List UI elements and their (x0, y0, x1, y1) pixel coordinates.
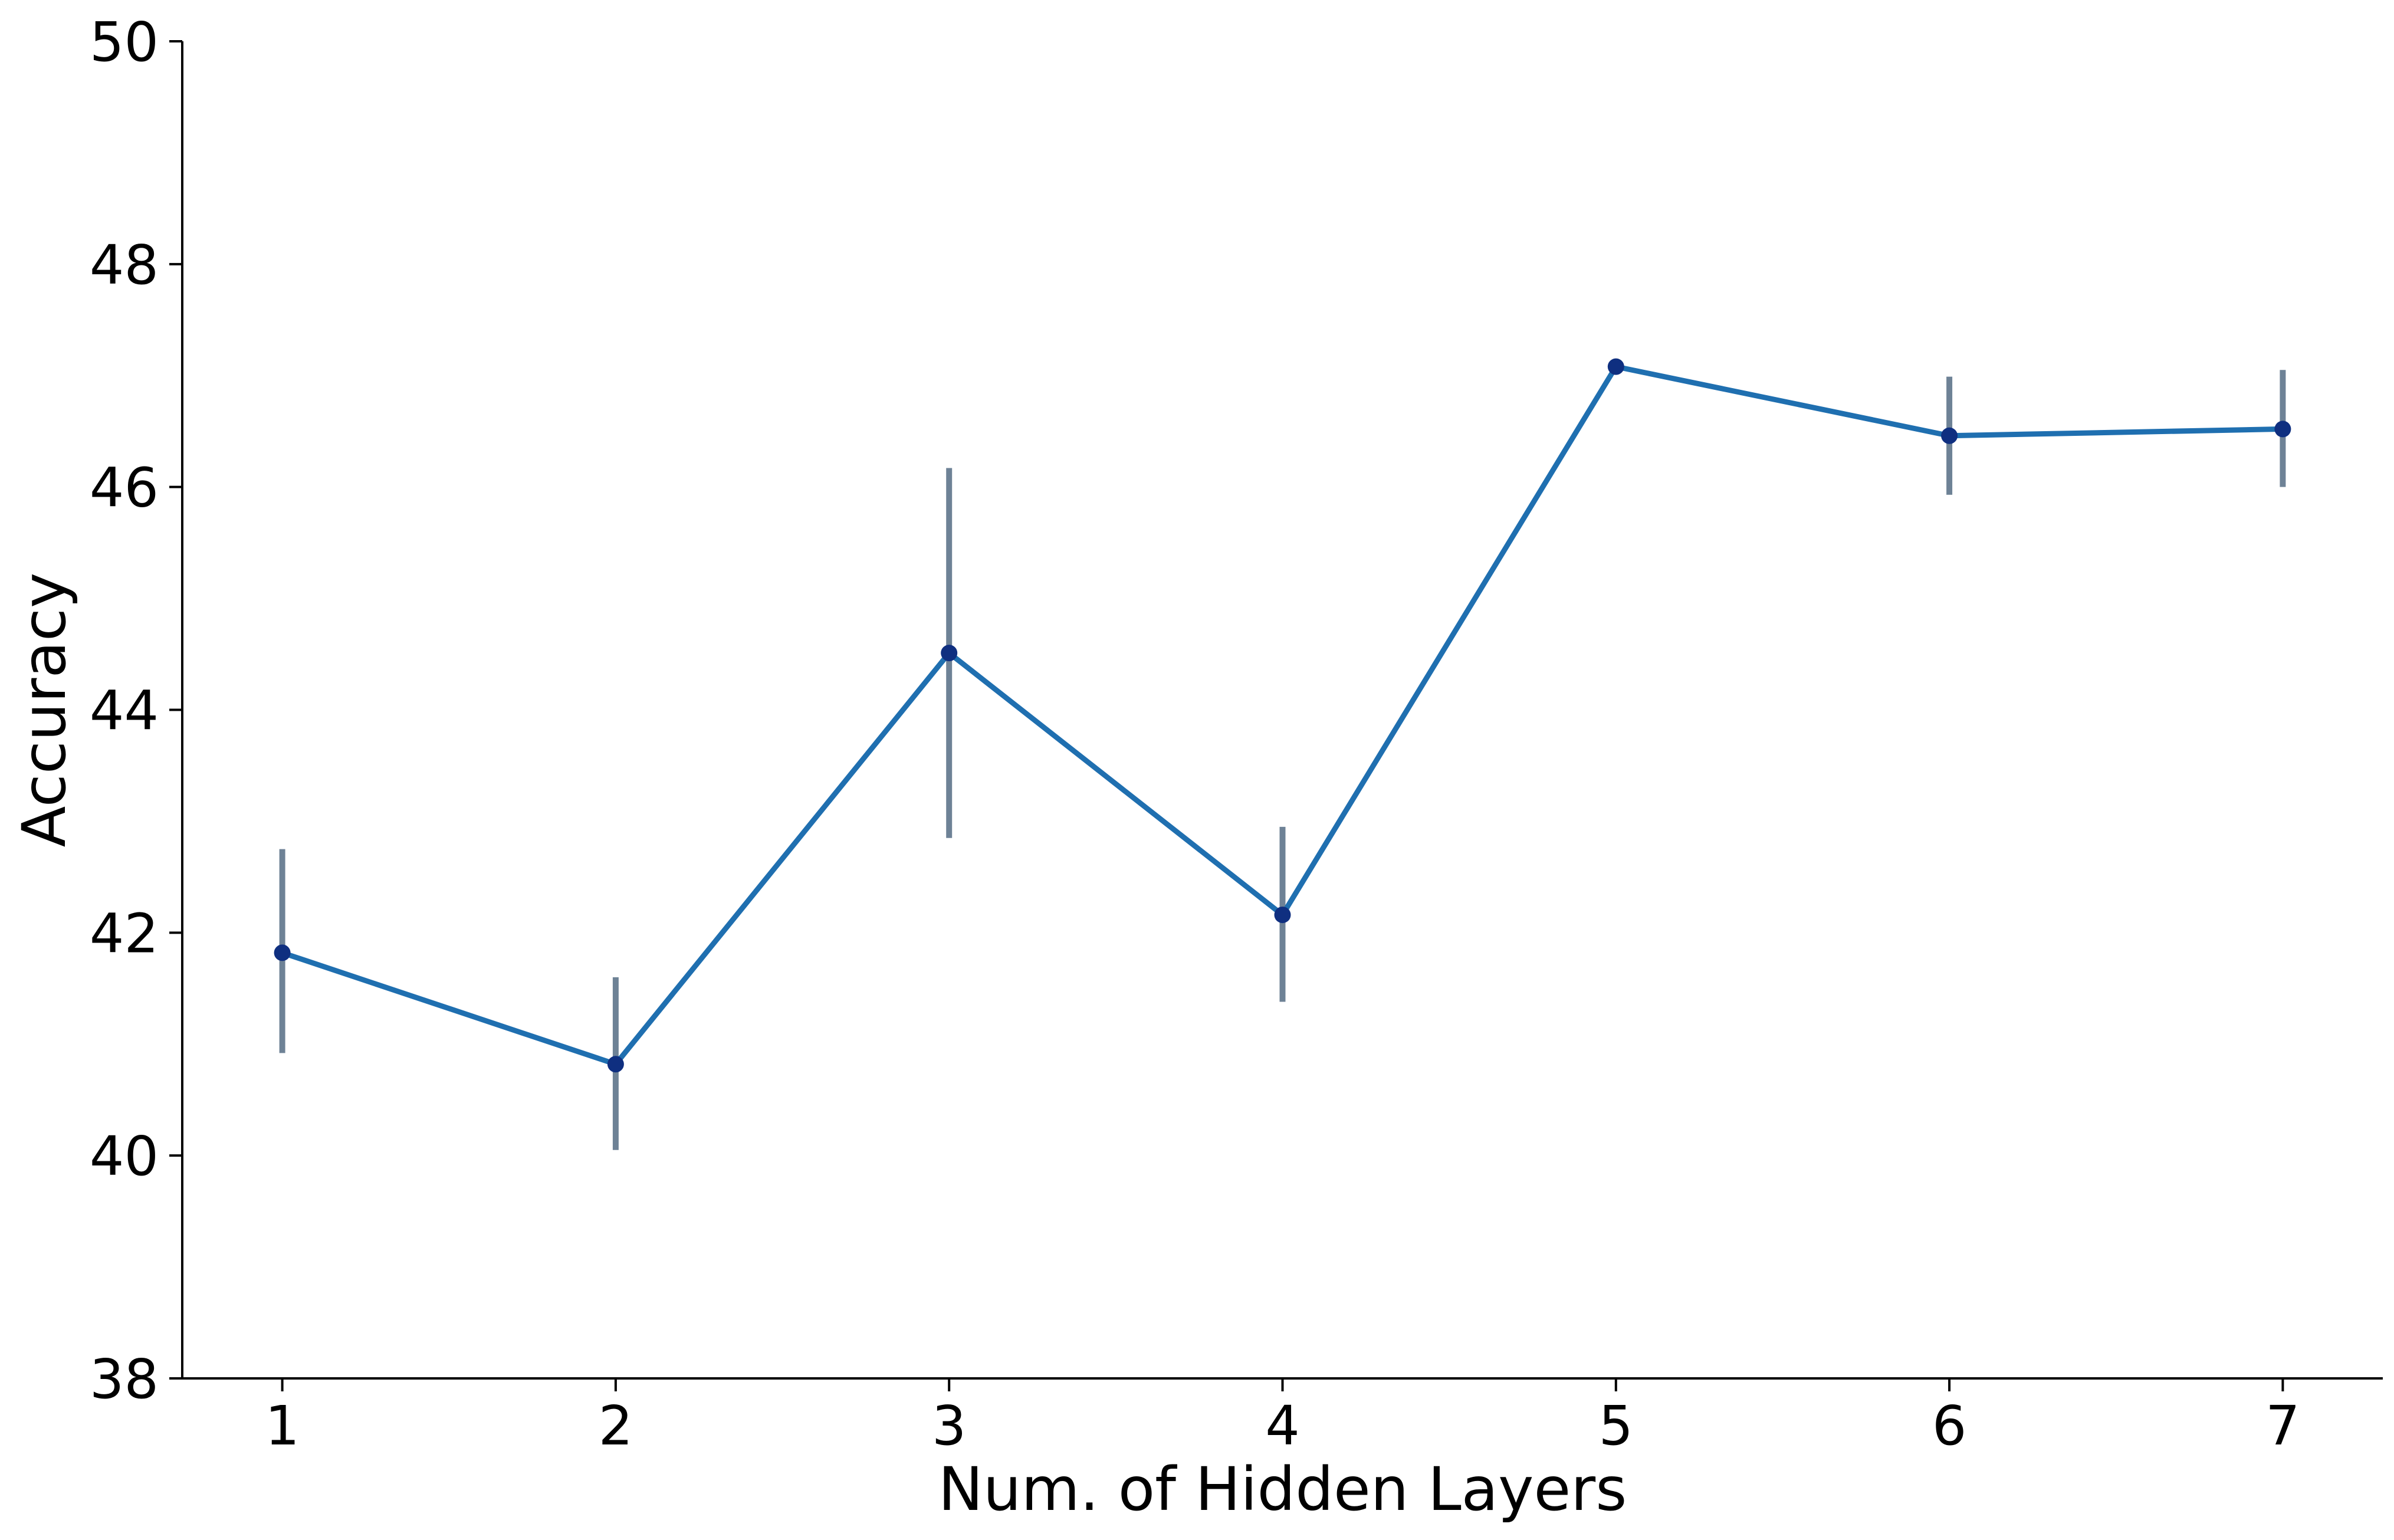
y-tick-label: 48 (90, 234, 159, 297)
tick-marks: 1 2 3 4 5 6 7 38 40 42 44 46 48 50 (90, 11, 2300, 1457)
x-tick-label: 4 (1265, 1394, 1300, 1457)
data-point (607, 1056, 624, 1073)
data-point (274, 944, 291, 961)
data-point (1607, 358, 1624, 375)
y-tick-label: 40 (90, 1125, 159, 1188)
axes (181, 41, 2383, 1380)
y-axis-label: Accuracy (9, 573, 80, 848)
y-tick-label: 38 (90, 1348, 159, 1411)
x-tick-label: 5 (1599, 1394, 1634, 1457)
data-point (1941, 427, 1958, 444)
axis-labels: Num. of Hidden Layers Accuracy (9, 573, 1627, 1525)
y-tick-label: 46 (90, 457, 159, 520)
data-points (274, 358, 2291, 1073)
error-bars (279, 359, 2286, 1150)
y-tick-label: 42 (90, 902, 159, 965)
data-point (941, 645, 958, 662)
x-tick-label: 6 (1932, 1394, 1967, 1457)
x-tick-label: 1 (265, 1394, 300, 1457)
x-tick-label: 7 (2265, 1394, 2300, 1457)
x-tick-label: 3 (932, 1394, 967, 1457)
x-tick-label: 2 (599, 1394, 633, 1457)
data-point (1274, 907, 1291, 924)
data-point (2274, 421, 2291, 438)
y-tick-label: 44 (90, 679, 159, 743)
x-axis-label: Num. of Hidden Layers (938, 1454, 1627, 1525)
y-tick-label: 50 (90, 11, 159, 74)
